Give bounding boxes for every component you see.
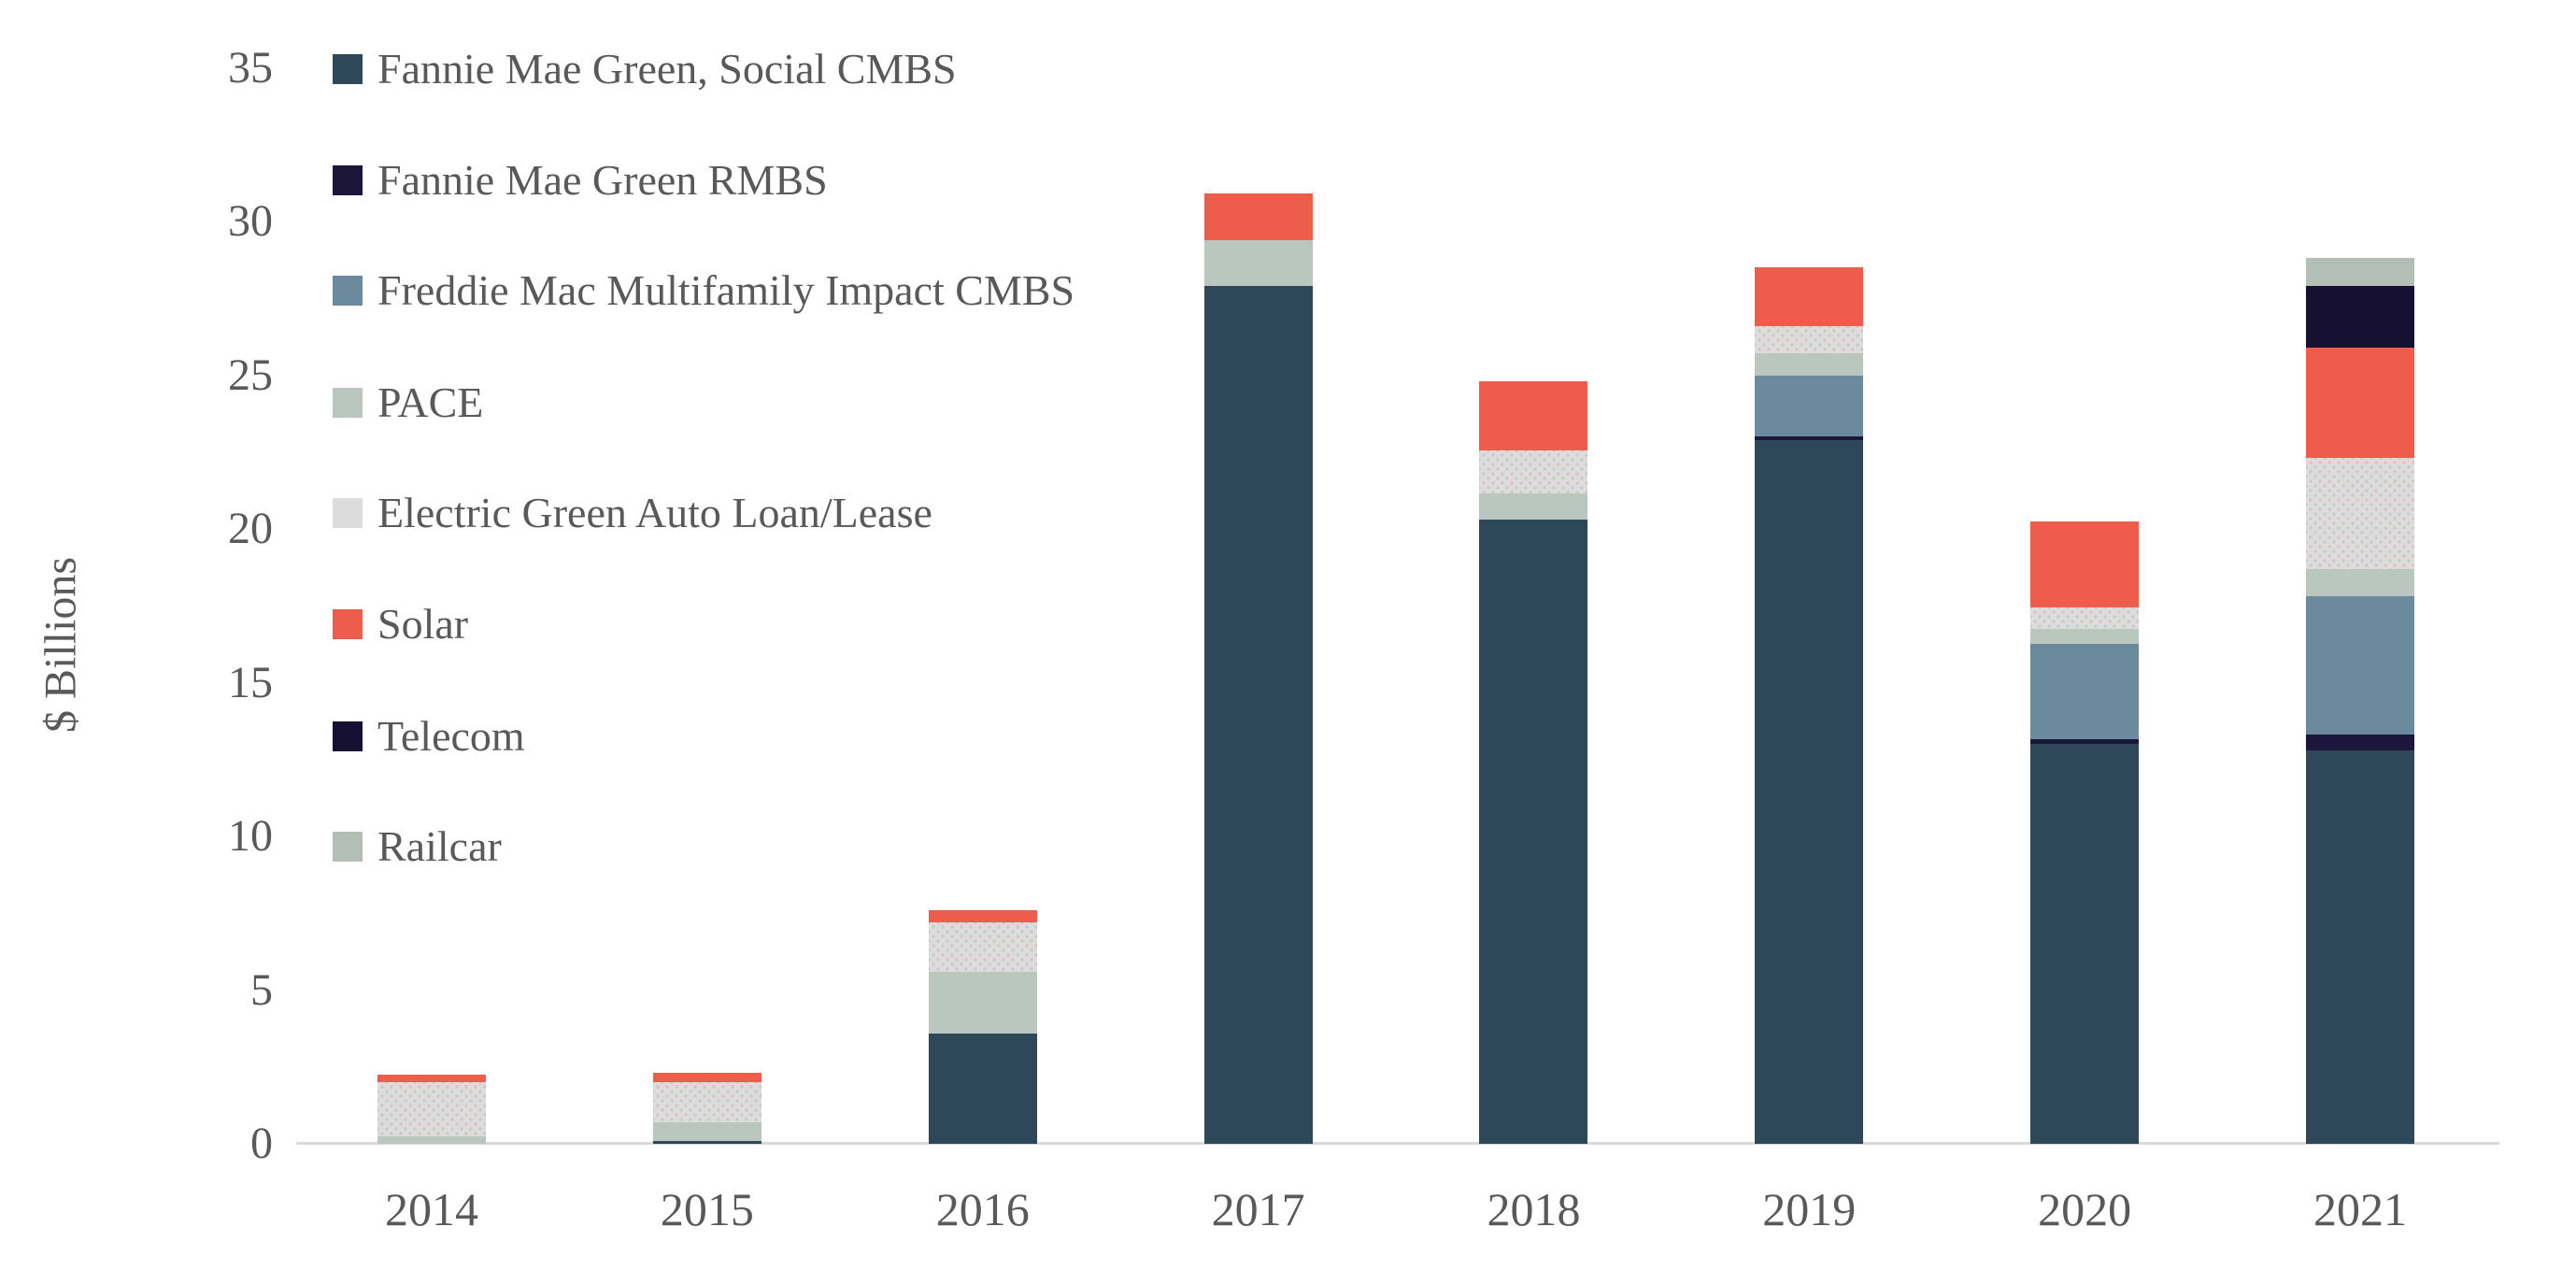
bar-segment: [1203, 286, 1313, 1144]
y-tick-label: 15: [228, 657, 273, 707]
bar-segment: [2030, 644, 2140, 740]
legend-swatch-icon: [333, 165, 363, 195]
bar-segment: [377, 1082, 486, 1136]
bar-segment: [652, 1140, 761, 1144]
bar-segment: [2306, 258, 2415, 287]
bar-segment: [928, 922, 1037, 972]
bar-segment: [1755, 325, 1864, 354]
y-tick-label: 30: [228, 196, 273, 246]
x-tick-label: 2016: [935, 1183, 1030, 1235]
y-tick-label: 0: [250, 1119, 273, 1168]
bar-segment: [1479, 493, 1588, 521]
legend-item: Fannie Mae Green RMBS: [333, 153, 828, 207]
legend-swatch-icon: [333, 832, 363, 862]
y-tick-label: 10: [228, 811, 273, 861]
bar-2016: [928, 909, 1037, 1144]
legend-swatch-icon: [333, 609, 363, 639]
legend-swatch-icon: [333, 388, 363, 418]
legend-item: Electric Green Auto Loan/Lease: [333, 486, 932, 540]
bar-segment: [2306, 596, 2415, 735]
x-tick-label: 2017: [1211, 1183, 1305, 1235]
bar-segment: [652, 1073, 761, 1083]
bar-segment: [2030, 606, 2140, 629]
x-axis-line: [296, 1142, 2499, 1145]
bar-segment: [2306, 347, 2415, 459]
y-tick-label: 25: [228, 350, 273, 400]
legend-swatch-icon: [333, 498, 363, 528]
bar-segment: [2030, 739, 2140, 745]
x-tick-label: 2021: [2313, 1183, 2408, 1235]
bar-segment: [2306, 749, 2415, 1144]
legend-label: Electric Green Auto Loan/Lease: [377, 489, 932, 536]
bar-segment: [2306, 458, 2415, 569]
bar-segment: [1755, 375, 1864, 437]
bar-segment: [928, 1033, 1037, 1144]
legend-item: Fannie Mae Green, Social CMBS: [333, 42, 957, 96]
bar-2021: [2306, 258, 2415, 1144]
bar-2015: [652, 1073, 761, 1144]
bar-segment: [652, 1121, 761, 1141]
bar-segment: [1755, 439, 1864, 1144]
bar-2018: [1479, 381, 1588, 1144]
legend-item: Telecom: [333, 709, 525, 763]
x-tick-label: 2020: [2038, 1183, 2132, 1235]
legend-label: Solar: [377, 600, 469, 648]
legend-item: PACE: [333, 376, 483, 430]
bar-2017: [1203, 193, 1313, 1144]
x-tick-label: 2015: [660, 1183, 754, 1235]
bar-segment: [1203, 193, 1313, 240]
bar-segment: [2030, 628, 2140, 645]
y-tick-label: 5: [250, 964, 273, 1015]
bar-2020: [2030, 521, 2140, 1144]
bar-segment: [2306, 568, 2415, 597]
bar-segment: [1755, 267, 1864, 326]
legend-label: Railcar: [377, 822, 502, 870]
bar-segment: [1755, 436, 1864, 440]
legend-label: Fannie Mae Green RMBS: [377, 156, 828, 204]
bar-segment: [2030, 521, 2140, 607]
x-tick-label: 2014: [385, 1183, 478, 1235]
bar-segment: [2030, 744, 2140, 1144]
legend-swatch-icon: [333, 721, 363, 751]
bar-segment: [2306, 735, 2415, 750]
x-tick-label: 2019: [1762, 1183, 1857, 1235]
legend-item: Freddie Mac Multifamily Impact CMBS: [333, 264, 1075, 318]
bar-segment: [928, 971, 1037, 1034]
legend-label: Freddie Mac Multifamily Impact CMBS: [377, 266, 1075, 314]
bar-segment: [1755, 353, 1864, 376]
legend-label: Telecom: [377, 712, 525, 760]
legend-label: Fannie Mae Green, Social CMBS: [377, 45, 957, 93]
bar-segment: [377, 1135, 486, 1144]
legend-item: Railcar: [333, 820, 502, 874]
legend-swatch-icon: [333, 276, 363, 306]
y-axis-title: $ Billions: [36, 556, 86, 734]
bar-segment: [1203, 239, 1313, 287]
bar-2019: [1755, 267, 1864, 1144]
bar-segment: [377, 1074, 486, 1083]
bar-2014: [377, 1074, 486, 1144]
bar-segment: [652, 1082, 761, 1122]
bar-segment: [1479, 450, 1588, 494]
y-tick-label: 20: [228, 504, 273, 553]
y-tick-label: 35: [228, 42, 273, 93]
bar-segment: [928, 909, 1037, 923]
bar-segment: [1479, 381, 1588, 451]
bar-segment: [1479, 520, 1588, 1144]
legend-swatch-icon: [333, 54, 363, 84]
bar-segment: [2306, 286, 2415, 348]
x-tick-label: 2018: [1487, 1183, 1581, 1235]
legend-label: PACE: [377, 378, 484, 426]
legend-item: Solar: [333, 597, 468, 651]
